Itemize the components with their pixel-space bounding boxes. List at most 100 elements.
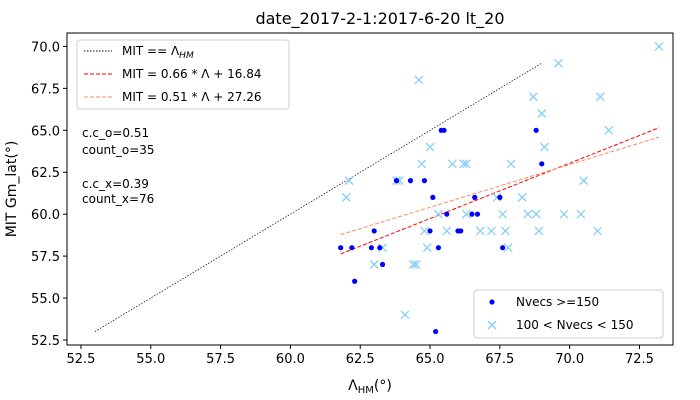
- x-tick-label: 60.0: [276, 352, 305, 367]
- cross-point: [425, 142, 435, 152]
- stat-label: count_x=76: [82, 192, 154, 206]
- dot-point: [421, 178, 428, 184]
- dot-point: [500, 245, 506, 251]
- y-tick-label: 57.5: [31, 250, 60, 265]
- data-points: [338, 41, 664, 335]
- cross-point: [498, 209, 508, 219]
- x-tick-label: 62.5: [346, 352, 375, 367]
- dot-point: [371, 228, 377, 234]
- y-axis-label: MIT Gm_lat(°): [4, 141, 20, 238]
- cross-point: [523, 209, 533, 219]
- plot-area: [66, 32, 674, 346]
- cross-point: [461, 159, 471, 169]
- dot-point: [393, 178, 400, 184]
- dot-point: [458, 228, 464, 234]
- dot-point: [349, 245, 355, 251]
- dot-point: [368, 245, 374, 251]
- cross-point: [579, 176, 589, 186]
- cross-point: [528, 92, 538, 102]
- fit-lines: [94, 62, 660, 332]
- dot-point: [497, 194, 503, 200]
- cross-point: [414, 75, 424, 85]
- x-axis-label-sub: HM: [358, 385, 374, 396]
- cross-point: [559, 209, 569, 219]
- legend-box-lines: [76, 39, 290, 110]
- y-tick-label: 60.0: [31, 208, 60, 223]
- legend-line-label: MIT = 0.51 * Λ + 27.26: [122, 90, 262, 104]
- cross-point: [408, 260, 418, 269]
- dot-point: [377, 245, 383, 251]
- stat-label: c.c_x=0.39: [82, 177, 149, 191]
- legend-line-label-sub: HM: [179, 51, 194, 61]
- cross-point: [595, 92, 605, 102]
- cross-point: [344, 176, 354, 186]
- cross-point: [461, 209, 471, 219]
- cross-point: [517, 192, 527, 202]
- legend-box-markers: [473, 289, 664, 339]
- dot-point: [379, 261, 386, 268]
- cross-point: [411, 260, 421, 269]
- cross-point: [593, 226, 603, 236]
- cross-point: [576, 209, 586, 219]
- dot-point: [338, 245, 344, 251]
- x-axis-label-main: Λ: [348, 378, 358, 394]
- cross-point: [503, 243, 513, 253]
- legend-line-label: MIT = 0.66 * Λ + 16.84: [122, 67, 262, 81]
- cross-point: [506, 159, 516, 169]
- x-tick-label: 72.5: [625, 352, 654, 367]
- cross-point: [442, 226, 452, 236]
- cross-point: [604, 125, 614, 135]
- cross-point: [537, 109, 547, 118]
- legend-dot-label: Nvecs >=150: [516, 295, 599, 309]
- cross-point: [433, 209, 443, 219]
- stat-label: count_o=35: [82, 143, 155, 157]
- x-tick-label: 57.5: [206, 352, 235, 367]
- legend-cross-swatch: [487, 320, 497, 330]
- cross-point: [378, 243, 388, 253]
- y-tick-label: 52.5: [31, 334, 60, 349]
- cross-point: [400, 310, 410, 320]
- dot-point: [441, 127, 447, 133]
- y-tick-label: 55.0: [31, 292, 60, 307]
- dot-point: [474, 211, 481, 217]
- dot-point: [430, 194, 436, 200]
- cross-point: [459, 159, 469, 169]
- y-tick-label: 67.5: [31, 82, 60, 97]
- dot-point: [539, 161, 545, 167]
- dot-point: [427, 228, 433, 234]
- cross-point: [554, 58, 563, 68]
- legend-dot-swatch: [489, 299, 495, 305]
- cross-point: [419, 226, 429, 236]
- legend-lines: MIT == ΛHM MIT = 0.66 * Λ + 16.84 MIT = 0.…: [76, 39, 290, 110]
- axes-frame: [66, 32, 674, 346]
- dot-point: [533, 127, 539, 133]
- cross-point: [369, 260, 379, 269]
- cross-point: [422, 243, 432, 253]
- dot-point: [444, 211, 450, 217]
- cross-point: [531, 209, 541, 219]
- cross-point: [475, 226, 485, 236]
- x-tick-label: 65.0: [416, 352, 445, 367]
- cross-point: [534, 226, 544, 236]
- cross-point: [487, 226, 496, 236]
- fit-line-crosses: [340, 136, 660, 236]
- x-tick-label: 67.5: [485, 352, 514, 367]
- dot-point: [407, 178, 414, 184]
- stat-label: c.c_o=0.51: [82, 126, 149, 140]
- x-axis-label-unit: (°): [374, 378, 392, 394]
- cross-point: [394, 176, 404, 186]
- x-tick-label: 70.0: [555, 352, 584, 367]
- cross-point: [500, 226, 510, 236]
- legend-cross-label: 100 < Nvecs < 150: [516, 318, 634, 332]
- legend-line-label: MIT == ΛHM: [122, 44, 194, 61]
- y-tick-label: 70.0: [31, 40, 60, 55]
- cross-point: [341, 192, 351, 202]
- dot-point: [472, 194, 478, 200]
- x-tick-label: 52.5: [66, 352, 95, 367]
- chart-title: date_2017-2-1:2017-6-20 lt_20: [255, 9, 504, 29]
- x-axis-label: ΛHM(°): [348, 378, 392, 396]
- dot-point: [352, 278, 358, 284]
- dot-point: [433, 328, 439, 335]
